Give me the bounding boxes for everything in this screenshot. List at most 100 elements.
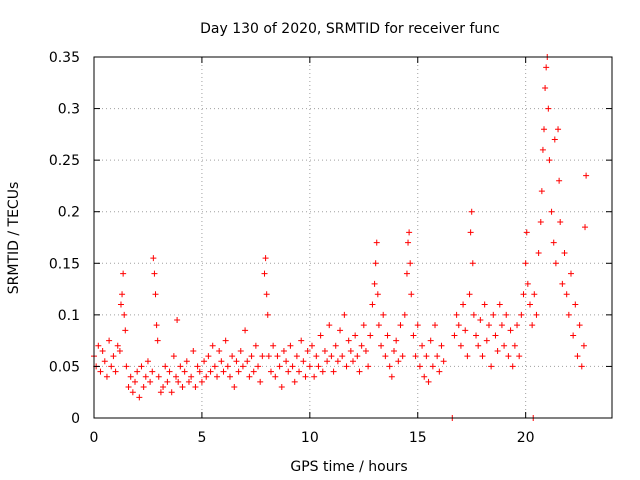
data-point <box>114 342 121 349</box>
data-point <box>188 373 195 380</box>
data-point <box>110 353 117 360</box>
y-tick-label: 0.3 <box>58 102 80 118</box>
data-point <box>362 347 369 354</box>
data-point <box>477 317 484 324</box>
data-point <box>455 322 462 329</box>
data-point <box>244 358 251 365</box>
data-point <box>99 347 106 354</box>
x-tick-label: 20 <box>517 430 535 446</box>
data-point <box>347 347 354 354</box>
data-point <box>265 353 272 360</box>
data-point <box>537 219 544 226</box>
data-point <box>296 368 303 375</box>
data-point <box>496 301 503 308</box>
data-point <box>552 260 559 267</box>
data-point <box>326 322 333 329</box>
grid <box>94 57 612 418</box>
data-point <box>337 327 344 334</box>
data-point <box>516 353 523 360</box>
data-point <box>308 342 315 349</box>
data-point <box>293 353 300 360</box>
data-point <box>535 249 542 256</box>
data-point <box>421 373 428 380</box>
data-point <box>538 188 545 195</box>
data-point <box>220 368 227 375</box>
y-tick-label: 0.25 <box>49 153 80 169</box>
x-tick-label: 0 <box>90 430 99 446</box>
data-point <box>125 384 132 391</box>
data-point <box>242 327 249 334</box>
data-point <box>434 353 441 360</box>
data-point <box>144 358 151 365</box>
data-point <box>565 311 572 318</box>
data-point <box>488 363 495 370</box>
data-point <box>356 368 363 375</box>
data-point <box>541 126 548 133</box>
data-point <box>416 363 423 370</box>
data-point <box>557 219 564 226</box>
data-point <box>457 342 464 349</box>
data-point <box>436 368 443 375</box>
data-point <box>246 373 253 380</box>
data-point <box>278 384 285 391</box>
data-point <box>95 342 102 349</box>
data-point <box>209 342 216 349</box>
data-point <box>501 342 508 349</box>
data-point <box>410 332 417 339</box>
data-point <box>460 301 467 308</box>
data-point <box>524 280 531 287</box>
data-point <box>531 291 538 298</box>
data-point <box>492 332 499 339</box>
data-point <box>103 373 110 380</box>
data-point <box>255 363 262 370</box>
data-point <box>470 311 477 318</box>
data-point <box>264 311 271 318</box>
data-point <box>543 64 550 71</box>
data-point <box>119 291 126 298</box>
data-point <box>352 332 359 339</box>
data-point <box>371 280 378 287</box>
data-point <box>328 353 335 360</box>
data-point <box>494 347 501 354</box>
data-point <box>298 337 305 344</box>
y-tick-label: 0.35 <box>49 50 80 66</box>
data-point <box>539 146 546 153</box>
data-point <box>218 358 225 365</box>
data-point <box>106 337 113 344</box>
data-point <box>526 301 533 308</box>
data-point <box>142 373 149 380</box>
data-point <box>129 389 136 396</box>
data-point <box>466 291 473 298</box>
data-point <box>403 270 410 277</box>
data-point <box>134 368 141 375</box>
data-point <box>405 239 412 246</box>
data-point <box>432 322 439 329</box>
y-tick-label: 0.15 <box>49 256 80 272</box>
data-point <box>272 373 279 380</box>
data-point <box>462 327 469 334</box>
data-point <box>440 358 447 365</box>
data-point <box>315 363 322 370</box>
data-point <box>120 270 127 277</box>
data-point <box>321 347 328 354</box>
data-point <box>334 358 341 365</box>
data-point <box>276 363 283 370</box>
data-point <box>136 394 143 401</box>
data-point <box>582 224 589 231</box>
data-point <box>121 311 128 318</box>
data-point <box>201 358 208 365</box>
data-point <box>511 342 518 349</box>
data-point <box>529 322 536 329</box>
data-point <box>304 347 311 354</box>
data-point <box>194 363 201 370</box>
data-point <box>179 384 186 391</box>
data-point <box>438 342 445 349</box>
data-point <box>149 368 156 375</box>
data-point <box>252 342 259 349</box>
data-point <box>127 373 134 380</box>
data-point <box>523 229 530 236</box>
data-point <box>563 291 570 298</box>
data-point <box>423 353 430 360</box>
data-point <box>384 332 391 339</box>
data-point <box>190 347 197 354</box>
